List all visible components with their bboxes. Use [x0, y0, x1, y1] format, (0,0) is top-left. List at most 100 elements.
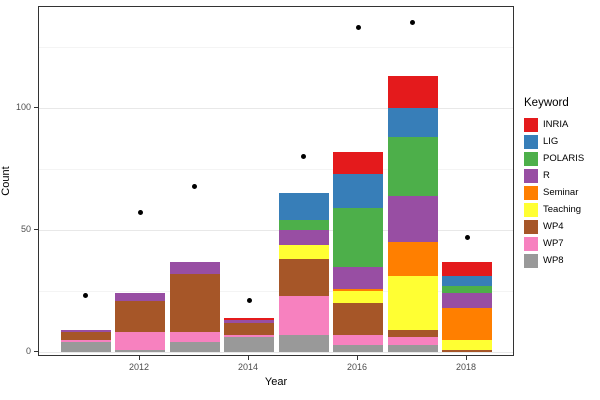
bar-segment-2011-WP4: [60, 332, 111, 340]
bar-segment-2015-Teaching: [278, 244, 329, 260]
bar-segment-2016-POLARIS: [333, 208, 383, 267]
bar-segment-2013-WP8: [169, 342, 220, 352]
x-tick-label-2016: 2016: [346, 362, 368, 372]
bar-segment-2011-R: [60, 330, 111, 333]
y-tickmark-50: [34, 229, 38, 230]
bar-segment-2016-Seminar: [333, 288, 383, 291]
bar-segment-2017-Seminar: [387, 242, 438, 277]
legend-item-Seminar: Seminar: [524, 184, 600, 201]
point-2012: [137, 210, 143, 216]
bar-segment-2012-R: [115, 293, 165, 301]
bar-segment-2018-POLARIS: [442, 286, 492, 294]
point-2018: [464, 234, 470, 240]
legend-swatch-Seminar: [524, 185, 538, 200]
bar-segment-2014-WP8: [224, 337, 274, 352]
y-axis-title: Count: [0, 166, 12, 196]
bar-segment-2015-WP4: [278, 259, 329, 296]
bar-segment-2013-R: [169, 261, 220, 274]
bar-segment-2017-R: [387, 195, 438, 243]
y-tickmark-100: [34, 107, 38, 108]
bar-segment-2017-Teaching: [387, 276, 438, 331]
bar-segment-2013-WP4: [169, 273, 220, 333]
point-2011: [83, 293, 88, 299]
legend-swatch-WP4: [524, 219, 538, 234]
legend-item-POLARIS: POLARIS: [524, 150, 600, 167]
gridline-75: [39, 169, 513, 170]
x-tick-label-2014: 2014: [237, 362, 259, 372]
legend-swatch-LIG: [524, 134, 538, 149]
bar-segment-2016-LIG: [333, 173, 383, 209]
gridline-50: [39, 230, 513, 231]
x-tickmark-2016: [357, 356, 358, 360]
bar-segment-2016-WP8: [333, 344, 383, 352]
bar-segment-2016-R: [333, 266, 383, 289]
legend-item-R: R: [524, 167, 600, 184]
bar-segment-2015-R: [278, 230, 329, 245]
y-tick-label-100: 100: [15, 102, 31, 112]
bar-segment-2012-WP7: [115, 332, 165, 350]
bar-segment-2018-INRIA: [442, 261, 492, 277]
bar-segment-2012-WP4: [115, 300, 165, 333]
legend-items: INRIA LIG POLARIS R Seminar Teaching WP4 WP7 WP8: [524, 116, 600, 269]
bar-segment-2017-WP8: [387, 344, 438, 352]
bar-segment-2018-Seminar: [442, 308, 492, 340]
bar-segment-2017-LIG: [387, 108, 438, 138]
plot-panel: [38, 6, 514, 356]
bar-segment-2016-WP7: [333, 334, 383, 345]
bar-segment-2017-WP4: [387, 330, 438, 338]
legend-item-WP4: WP4: [524, 218, 600, 235]
bar-segment-2018-LIG: [442, 276, 492, 287]
x-axis-title: Year: [264, 376, 288, 388]
bar-segment-2015-WP7: [278, 295, 329, 335]
bar-segment-2015-POLARIS: [278, 220, 329, 230]
bar-segment-2016-INRIA: [333, 151, 383, 174]
bar-segment-2018-Teaching: [442, 339, 492, 350]
bar-segment-2011-WP8: [60, 342, 111, 352]
bar-segment-2018-R: [442, 293, 492, 309]
bar-segment-2017-WP7: [387, 337, 438, 345]
bar-segment-2013-WP7: [169, 332, 220, 343]
gridline-25: [39, 291, 513, 292]
bar-segment-2011-WP7: [60, 339, 111, 343]
x-tickmark-2014: [248, 356, 249, 360]
y-tickmark-0: [34, 351, 38, 352]
x-tick-label-2012: 2012: [128, 362, 150, 372]
legend-swatch-Teaching: [524, 202, 538, 217]
bar-segment-2014-R: [224, 320, 274, 323]
bar-segment-2016-WP4: [333, 303, 383, 335]
legend-item-INRIA: INRIA: [524, 116, 600, 133]
legend-title: Keyword: [524, 97, 569, 109]
gridline-100: [39, 108, 513, 109]
legend-swatch-POLARIS: [524, 151, 538, 166]
legend-label-WP4: WP4: [543, 221, 564, 232]
point-2014: [246, 298, 252, 304]
legend-swatch-R: [524, 168, 538, 183]
point-2017: [410, 20, 415, 26]
legend: Keyword INRIA LIG POLARIS R Seminar Teaching W…: [524, 97, 600, 269]
legend-swatch-WP7: [524, 236, 538, 251]
legend-label-POLARIS: POLARIS: [543, 153, 585, 164]
bar-segment-2014-INRIA: [224, 317, 274, 321]
gridline-0: [39, 352, 513, 353]
legend-label-LIG: LIG: [543, 136, 559, 147]
bar-segment-2017-INRIA: [387, 76, 438, 108]
bar-segment-2015-WP8: [278, 334, 329, 352]
legend-item-WP8: WP8: [524, 252, 600, 269]
legend-label-Seminar: Seminar: [543, 187, 579, 198]
gridline-125: [39, 47, 513, 48]
legend-item-LIG: LIG: [524, 133, 600, 150]
bar-segment-2017-POLARIS: [387, 137, 438, 196]
legend-label-WP8: WP8: [543, 255, 564, 266]
point-2016: [355, 24, 361, 30]
bar-segment-2016-Teaching: [333, 291, 383, 304]
legend-label-INRIA: INRIA: [543, 119, 569, 130]
bar-segment-2014-WP4: [224, 322, 274, 335]
legend-item-Teaching: Teaching: [524, 201, 600, 218]
bar-segment-2014-WP7: [224, 334, 274, 338]
x-tickmark-2018: [466, 356, 467, 360]
x-tickmark-2012: [139, 356, 140, 360]
point-2013: [192, 183, 197, 189]
y-tick-label-0: 0: [25, 346, 31, 356]
point-2015: [301, 154, 306, 160]
